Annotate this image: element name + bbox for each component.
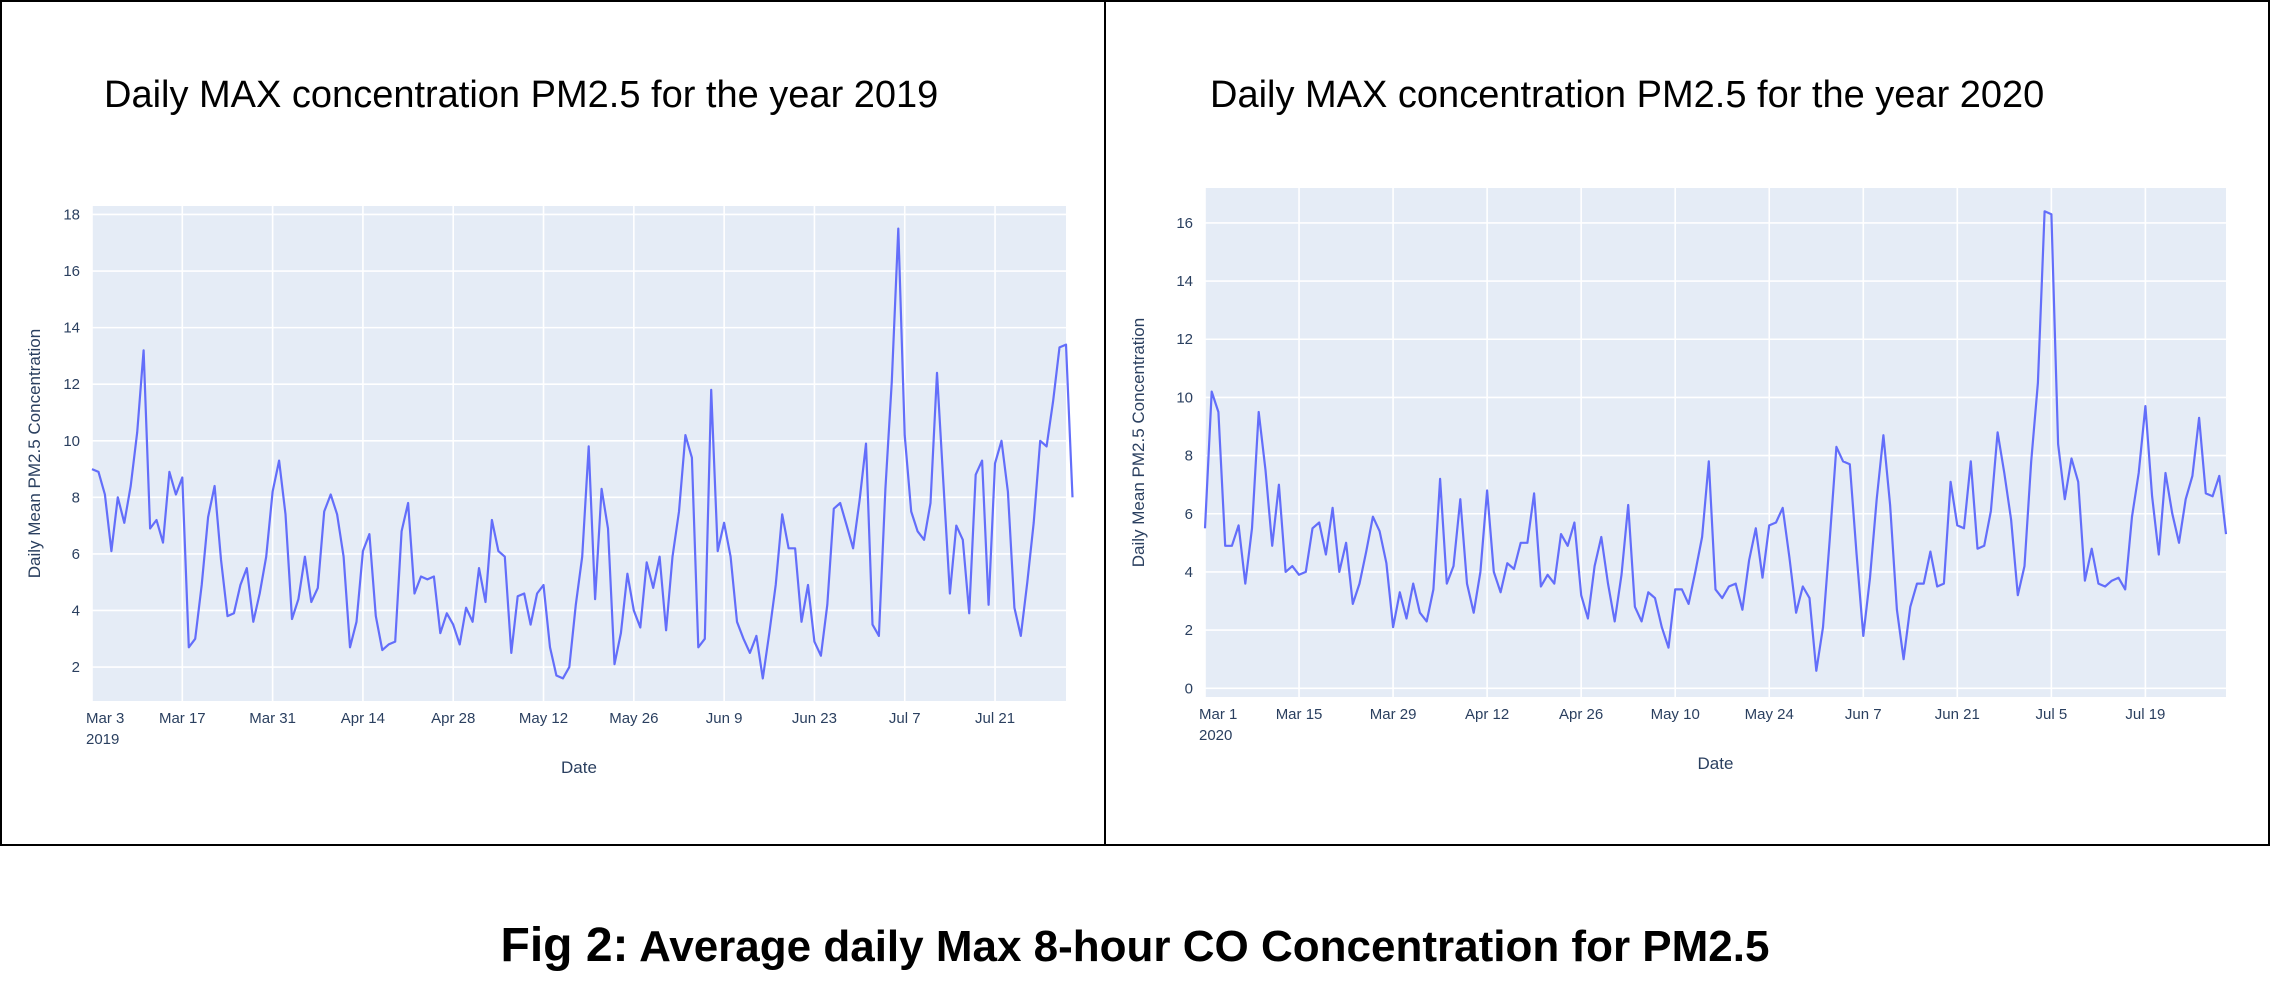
x-axis-title: Date	[1698, 754, 1734, 773]
y-tick-label: 16	[1176, 215, 1193, 232]
x-tick-label: Mar 1	[1199, 706, 1237, 723]
x-tick-label: May 10	[1651, 706, 1700, 723]
x-tick-label: Mar 17	[159, 710, 206, 727]
y-tick-label: 0	[1185, 680, 1193, 697]
pm25-series-line	[1203, 210, 2228, 672]
x-tick-label: Jul 21	[975, 710, 1015, 727]
y-tick-label: 4	[1185, 564, 1193, 581]
x-tick-label: Jul 7	[889, 710, 921, 727]
y-tick-label: 4	[72, 602, 80, 619]
x-tick-label: Jun 23	[792, 710, 837, 727]
x-tick-label: Jul 5	[2036, 706, 2068, 723]
x-axis-title: Date	[561, 758, 597, 777]
x-tick-label: Mar 31	[249, 710, 296, 727]
y-tick-label: 2	[72, 659, 80, 676]
line-chart-2020: 0 2 4 6 8 10 12 14 16 Mar 1 2020 Mar 15 Mar 29 Apr 12…	[1129, 188, 2228, 773]
y-tick-label: 14	[63, 320, 80, 337]
x-tick-label: Jun 7	[1845, 706, 1882, 723]
x-tick-label: Jun 9	[706, 710, 743, 727]
chart-panel-2020: Daily MAX concentration PM2.5 for the ye…	[1104, 0, 2270, 846]
x-tick-label: Jul 19	[2125, 706, 2165, 723]
y-axis-title: Daily Mean PM2.5 Concentration	[1129, 318, 1148, 567]
x-tick-label: Apr 14	[341, 710, 385, 727]
y-tick-label: 14	[1176, 273, 1193, 290]
y-tick-label: 8	[1185, 448, 1193, 465]
x-tick-label: Jun 21	[1935, 706, 1980, 723]
x-tick-year-label: 2020	[1199, 727, 1232, 744]
x-tick-year-label: 2019	[86, 731, 119, 748]
y-tick-label: 18	[63, 206, 80, 223]
y-tick-label: 6	[1185, 506, 1193, 523]
chart-title: Daily MAX concentration PM2.5 for the ye…	[104, 74, 939, 116]
y-tick-label: 10	[63, 433, 80, 450]
x-tick-label: Apr 12	[1465, 706, 1509, 723]
line-chart-2019: 2 4 6 8 10 12 14 16 18 Mar 3 2019 Mar 17 Mar 31 Apr 1…	[25, 206, 1074, 777]
y-axis-title: Daily Mean PM2.5 Concentration	[25, 329, 44, 578]
y-tick-label: 12	[1176, 331, 1193, 348]
x-tick-label: May 24	[1745, 706, 1794, 723]
x-tick-label: May 12	[519, 710, 568, 727]
chart-title: Daily MAX concentration PM2.5 for the ye…	[1210, 74, 2045, 116]
x-tick-label: Apr 28	[431, 710, 475, 727]
x-tick-label: Mar 3	[86, 710, 124, 727]
figure-caption: Fig 2: Average daily Max 8-hour CO Conce…	[0, 918, 2270, 973]
chart-panel-2019: Daily MAX concentration PM2.5 for the ye…	[0, 0, 1106, 846]
y-tick-label: 12	[63, 376, 80, 393]
plot-area	[92, 206, 1066, 701]
x-tick-label: May 26	[609, 710, 658, 727]
y-tick-label: 16	[63, 263, 80, 280]
plot-area	[1205, 188, 2226, 697]
pm25-series-line	[91, 227, 1074, 680]
caption-text: Average daily Max 8-hour CO Concentratio…	[628, 922, 1770, 971]
caption-label: Fig 2:	[500, 919, 629, 972]
y-tick-label: 6	[72, 546, 80, 563]
x-tick-label: Apr 26	[1559, 706, 1603, 723]
y-tick-label: 10	[1176, 389, 1193, 406]
y-tick-label: 8	[72, 489, 80, 506]
x-tick-label: Mar 15	[1276, 706, 1323, 723]
y-tick-label: 2	[1185, 622, 1193, 639]
x-tick-label: Mar 29	[1370, 706, 1417, 723]
